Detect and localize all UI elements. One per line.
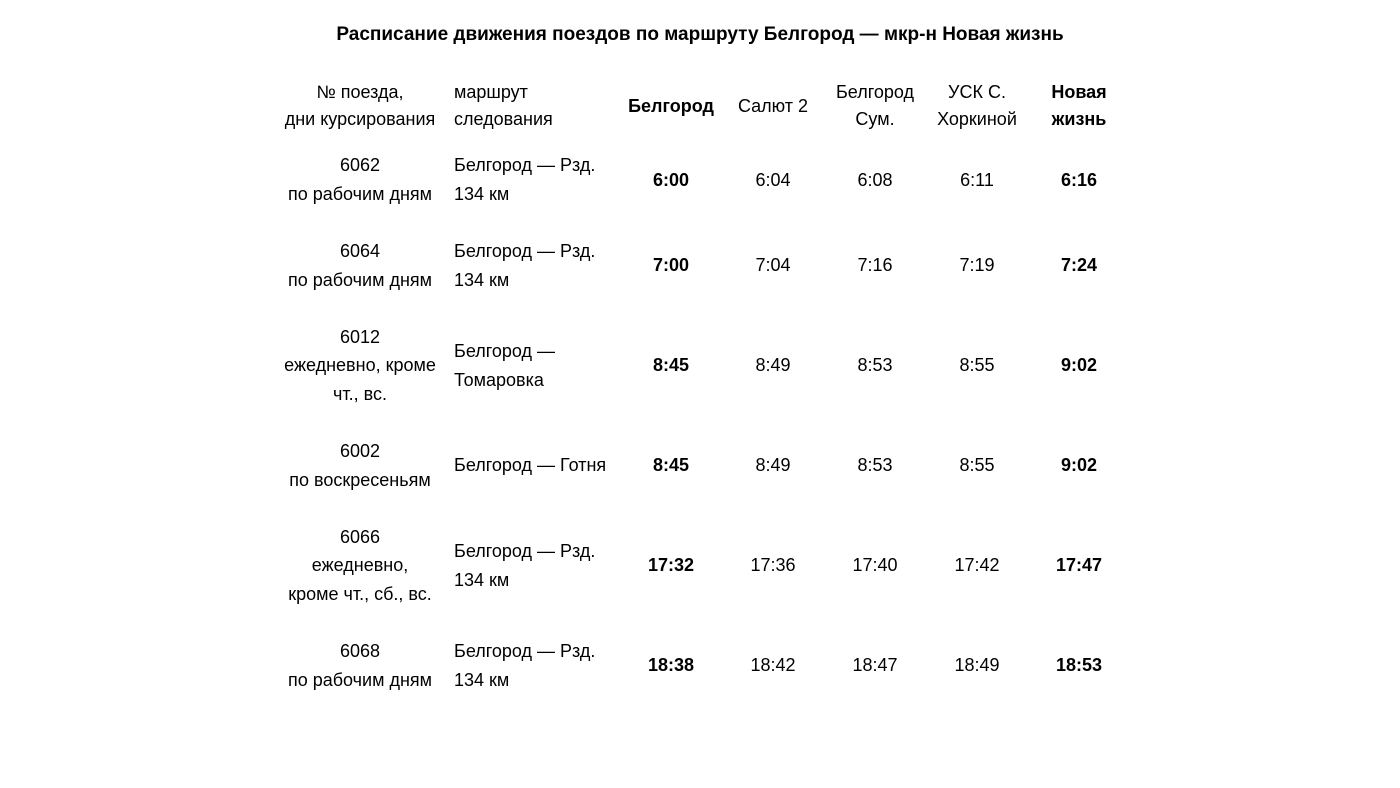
cell-time: 7:24 xyxy=(1028,223,1130,309)
header-stop-2: Белгород Сум. xyxy=(824,75,926,137)
cell-time: 6:04 xyxy=(722,137,824,223)
cell-route: Белгород — Рзд. 134 км xyxy=(450,223,620,309)
cell-route: Белгород — Томаровка xyxy=(450,309,620,423)
cell-time: 9:02 xyxy=(1028,309,1130,423)
cell-time: 8:55 xyxy=(926,423,1028,509)
cell-time: 6:11 xyxy=(926,137,1028,223)
header-route: маршрут следования xyxy=(450,75,620,137)
cell-time: 7:19 xyxy=(926,223,1028,309)
cell-time: 6:08 xyxy=(824,137,926,223)
cell-time: 18:49 xyxy=(926,623,1028,709)
table-row: 6002по воскресеньямБелгород — Готня8:458… xyxy=(270,423,1130,509)
cell-time: 7:00 xyxy=(620,223,722,309)
header-stop-0: Белгород xyxy=(620,75,722,137)
schedule-table: № поезда,дни курсирования маршрут следов… xyxy=(270,75,1130,708)
table-row: 6012ежедневно, кроме чт., вс.Белгород — … xyxy=(270,309,1130,423)
cell-time: 8:45 xyxy=(620,423,722,509)
cell-time: 8:53 xyxy=(824,423,926,509)
table-row: 6066ежедневно,кроме чт., сб., вс.Белгоро… xyxy=(270,509,1130,623)
cell-time: 17:47 xyxy=(1028,509,1130,623)
cell-time: 8:55 xyxy=(926,309,1028,423)
cell-train: 6062по рабочим дням xyxy=(270,137,450,223)
header-train: № поезда,дни курсирования xyxy=(270,75,450,137)
cell-time: 18:38 xyxy=(620,623,722,709)
cell-route: Белгород — Готня xyxy=(450,423,620,509)
cell-time: 8:49 xyxy=(722,309,824,423)
cell-time: 18:42 xyxy=(722,623,824,709)
header-row: № поезда,дни курсирования маршрут следов… xyxy=(270,75,1130,137)
cell-route: Белгород — Рзд. 134 км xyxy=(450,509,620,623)
cell-train: 6002по воскресеньям xyxy=(270,423,450,509)
cell-time: 18:53 xyxy=(1028,623,1130,709)
cell-train: 6066ежедневно,кроме чт., сб., вс. xyxy=(270,509,450,623)
cell-route: Белгород — Рзд. 134 км xyxy=(450,137,620,223)
cell-time: 6:16 xyxy=(1028,137,1130,223)
cell-time: 17:36 xyxy=(722,509,824,623)
header-stop-4: Новая жизнь xyxy=(1028,75,1130,137)
table-row: 6068по рабочим днямБелгород — Рзд. 134 к… xyxy=(270,623,1130,709)
cell-time: 8:53 xyxy=(824,309,926,423)
schedule-title: Расписание движения поездов по маршруту … xyxy=(270,20,1130,50)
cell-time: 17:42 xyxy=(926,509,1028,623)
cell-time: 6:00 xyxy=(620,137,722,223)
cell-time: 7:16 xyxy=(824,223,926,309)
cell-train: 6064по рабочим дням xyxy=(270,223,450,309)
cell-train: 6012ежедневно, кроме чт., вс. xyxy=(270,309,450,423)
cell-time: 18:47 xyxy=(824,623,926,709)
cell-time: 9:02 xyxy=(1028,423,1130,509)
table-row: 6062по рабочим днямБелгород — Рзд. 134 к… xyxy=(270,137,1130,223)
table-row: 6064по рабочим днямБелгород — Рзд. 134 к… xyxy=(270,223,1130,309)
header-stop-1: Салют 2 xyxy=(722,75,824,137)
cell-time: 8:45 xyxy=(620,309,722,423)
cell-route: Белгород — Рзд. 134 км xyxy=(450,623,620,709)
cell-time: 17:32 xyxy=(620,509,722,623)
cell-time: 8:49 xyxy=(722,423,824,509)
header-stop-3: УСК С. Хоркиной xyxy=(926,75,1028,137)
cell-time: 17:40 xyxy=(824,509,926,623)
cell-train: 6068по рабочим дням xyxy=(270,623,450,709)
cell-time: 7:04 xyxy=(722,223,824,309)
